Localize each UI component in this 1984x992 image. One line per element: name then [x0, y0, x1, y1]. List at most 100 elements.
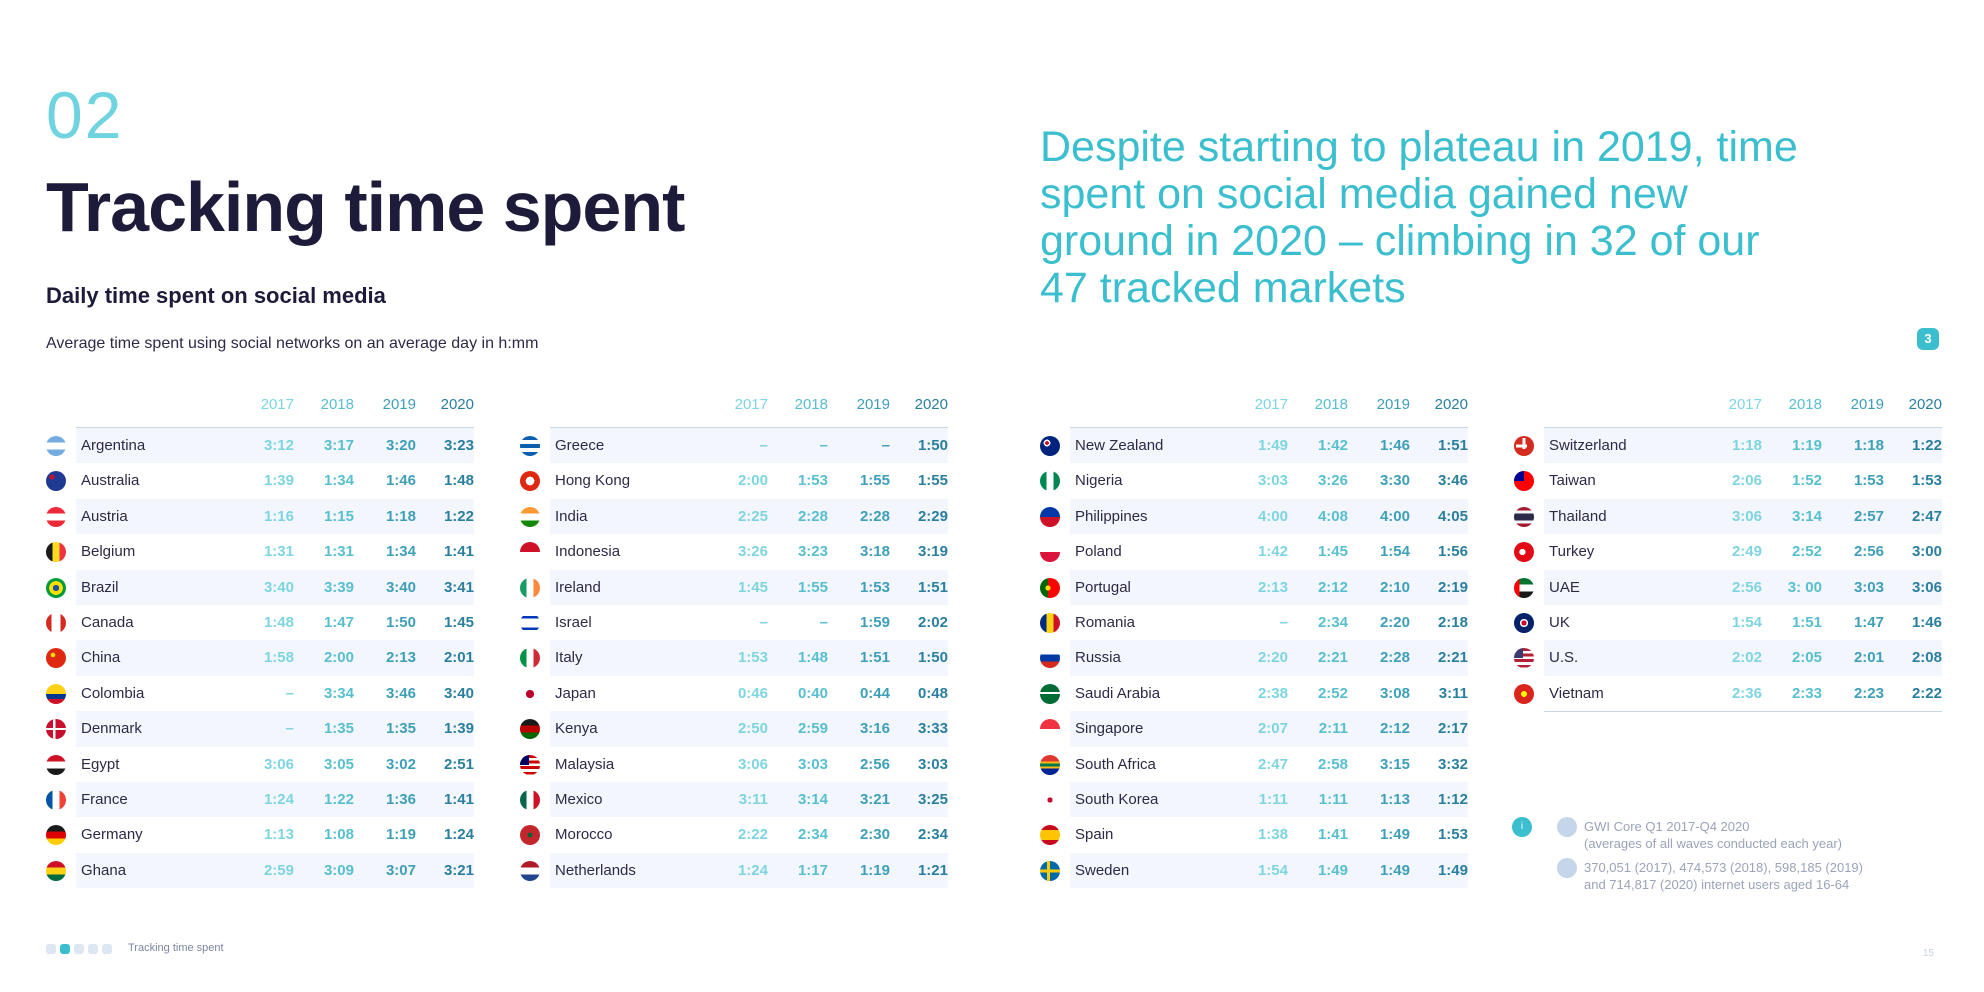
- row-background: [550, 852, 948, 889]
- flag-malaysia-icon: [520, 754, 540, 775]
- country-name: Israel: [555, 613, 592, 631]
- flag-fill: [520, 612, 540, 633]
- value-2018: 3:34: [323, 684, 354, 702]
- table-rows: Switzerland 1:18 1:19 1:18 1:22 Taiwan 2:06 1:5…: [1514, 428, 1942, 711]
- value-2018: 1:35: [323, 720, 354, 738]
- value-2018: 3:14: [797, 790, 828, 808]
- progress-dot[interactable]: [88, 944, 98, 954]
- progress-dot[interactable]: [46, 944, 56, 954]
- value-2020: 1:39: [443, 720, 474, 738]
- value-2020: 3:03: [917, 755, 948, 773]
- country-name: Belgium: [81, 543, 136, 561]
- country-name: Australia: [81, 472, 140, 490]
- value-2019: 2:01: [1853, 649, 1884, 667]
- value-2020: 1:50: [917, 649, 948, 667]
- row-background: [1070, 428, 1468, 464]
- value-2018: 1:49: [1317, 861, 1348, 879]
- value-2019: 1:53: [859, 578, 890, 596]
- chart-subtitle: Daily time spent on social media: [46, 283, 386, 308]
- year-header-0: 2017: [260, 396, 294, 413]
- flag-philippines-icon: [1040, 506, 1060, 527]
- flag-mexico-icon: [520, 789, 540, 810]
- row-background: [550, 640, 948, 676]
- year-header-0: 2017: [1728, 396, 1762, 413]
- country-name: China: [81, 649, 121, 667]
- value-2019: 2:13: [385, 649, 416, 667]
- page-title: Tracking time spent: [46, 168, 685, 246]
- flag-fill: [520, 648, 540, 669]
- flag-italy-icon: [520, 648, 540, 669]
- value-2019: 3:21: [859, 790, 890, 808]
- table-row: Argentina 3:12 3:17 3:20 3:23: [46, 428, 474, 464]
- flag-canada-icon: [46, 612, 66, 633]
- year-header-2: 2019: [856, 396, 890, 413]
- table-rows: Greece – – – 1:50 Hong Kong 2:00 1:53 1:55 1:55 In…: [520, 428, 948, 889]
- row-background: [1070, 569, 1468, 605]
- value-2020: 3:00: [1911, 543, 1942, 561]
- country-name: Sweden: [1075, 861, 1130, 879]
- footer-section-label[interactable]: Tracking time spent: [128, 942, 224, 954]
- table-row: Austria 1:16 1:15 1:18 1:22: [46, 498, 474, 535]
- progress-dot[interactable]: [102, 944, 112, 954]
- sample-icon: [1557, 858, 1577, 878]
- value-2018: 1:11: [1318, 790, 1348, 808]
- value-2020: 1:51: [1437, 437, 1468, 454]
- row-background: [1070, 781, 1468, 818]
- value-2018: 3:05: [323, 755, 354, 773]
- value-2020: 3:25: [917, 790, 948, 808]
- country-name: Switzerland: [1549, 437, 1627, 454]
- value-2018: 3:17: [323, 437, 354, 454]
- table-row: Spain 1:38 1:41 1:49 1:53: [1040, 817, 1468, 852]
- value-2019: 1:53: [1853, 472, 1884, 490]
- value-2017: 1:18: [1731, 437, 1762, 454]
- value-2017: 2:20: [1257, 649, 1288, 667]
- flag-fill: [1040, 719, 1060, 740]
- value-2017: 1:24: [737, 861, 768, 879]
- progress-dot-active[interactable]: [60, 944, 70, 954]
- flag-fill: [46, 436, 66, 456]
- value-2019: 1:18: [1853, 437, 1884, 454]
- flag-portugal-icon: [1040, 577, 1060, 598]
- source-line-2: (averages of all waves conducted each ye…: [1584, 836, 1842, 851]
- note-badge[interactable]: 3: [1917, 328, 1939, 350]
- year-header-2: 2019: [1850, 396, 1884, 413]
- flag-austria-icon: [46, 506, 66, 527]
- value-2017: 1:38: [1257, 826, 1288, 844]
- table-row: Belgium 1:31 1:31 1:34 1:41: [46, 534, 474, 569]
- value-2019: 1:36: [385, 790, 416, 808]
- flag-south-africa-icon: [1040, 754, 1060, 775]
- value-2017: 2:13: [1257, 578, 1288, 596]
- value-2019: 3:15: [1379, 755, 1410, 773]
- value-2019: 1:49: [1379, 861, 1410, 879]
- flag-fill: [1040, 612, 1060, 633]
- value-2020: 2:51: [443, 755, 474, 773]
- value-2017: 0:46: [737, 684, 768, 702]
- table-row: Colombia – 3:34 3:46 3:40: [46, 676, 474, 711]
- flag-uae-icon: [1514, 577, 1534, 598]
- value-2020: 3:40: [443, 684, 474, 702]
- value-2017: 2:07: [1257, 720, 1288, 738]
- value-2020: 1:48: [443, 472, 474, 490]
- value-2017: 2:25: [737, 507, 768, 525]
- year-header-0: 2017: [1254, 396, 1288, 413]
- progress-dot[interactable]: [74, 944, 84, 954]
- value-2019: 0:44: [859, 684, 890, 702]
- country-name: Greece: [555, 437, 605, 454]
- flag-fill: [1514, 612, 1534, 633]
- flag-hong-kong-icon: [520, 471, 540, 492]
- country-name: Portugal: [1075, 578, 1131, 596]
- value-2020: 1:45: [443, 613, 474, 631]
- country-name: Thailand: [1549, 507, 1607, 525]
- table-header-rule: [1070, 427, 1468, 428]
- value-2019: 1:46: [1379, 437, 1410, 454]
- value-2017: 4:00: [1257, 507, 1288, 525]
- value-2019: 3:16: [859, 720, 890, 738]
- flag-south-korea-icon: [1040, 789, 1060, 810]
- country-name: Ghana: [81, 861, 127, 879]
- source-line-1: GWI Core Q1 2017-Q4 2020: [1584, 819, 1750, 834]
- value-2019: 3:07: [385, 861, 416, 879]
- country-name: Indonesia: [555, 543, 621, 561]
- value-2019: 2:28: [1379, 649, 1410, 667]
- table-row: Italy 1:53 1:48 1:51 1:50: [520, 640, 948, 676]
- value-2017: 2:06: [1731, 472, 1762, 490]
